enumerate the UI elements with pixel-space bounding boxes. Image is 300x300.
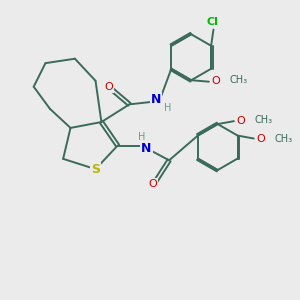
Text: O: O (148, 179, 157, 189)
Text: S: S (91, 163, 100, 176)
Text: Cl: Cl (207, 16, 218, 27)
Text: N: N (141, 142, 152, 155)
Text: O: O (104, 82, 113, 92)
Text: O: O (211, 76, 220, 86)
Text: CH₃: CH₃ (230, 75, 247, 85)
Text: H: H (138, 132, 146, 142)
Text: O: O (256, 134, 265, 144)
Text: H: H (164, 103, 171, 113)
Text: N: N (151, 93, 161, 106)
Text: CH₃: CH₃ (254, 115, 273, 125)
Text: O: O (236, 116, 245, 126)
Text: CH₃: CH₃ (274, 134, 292, 143)
